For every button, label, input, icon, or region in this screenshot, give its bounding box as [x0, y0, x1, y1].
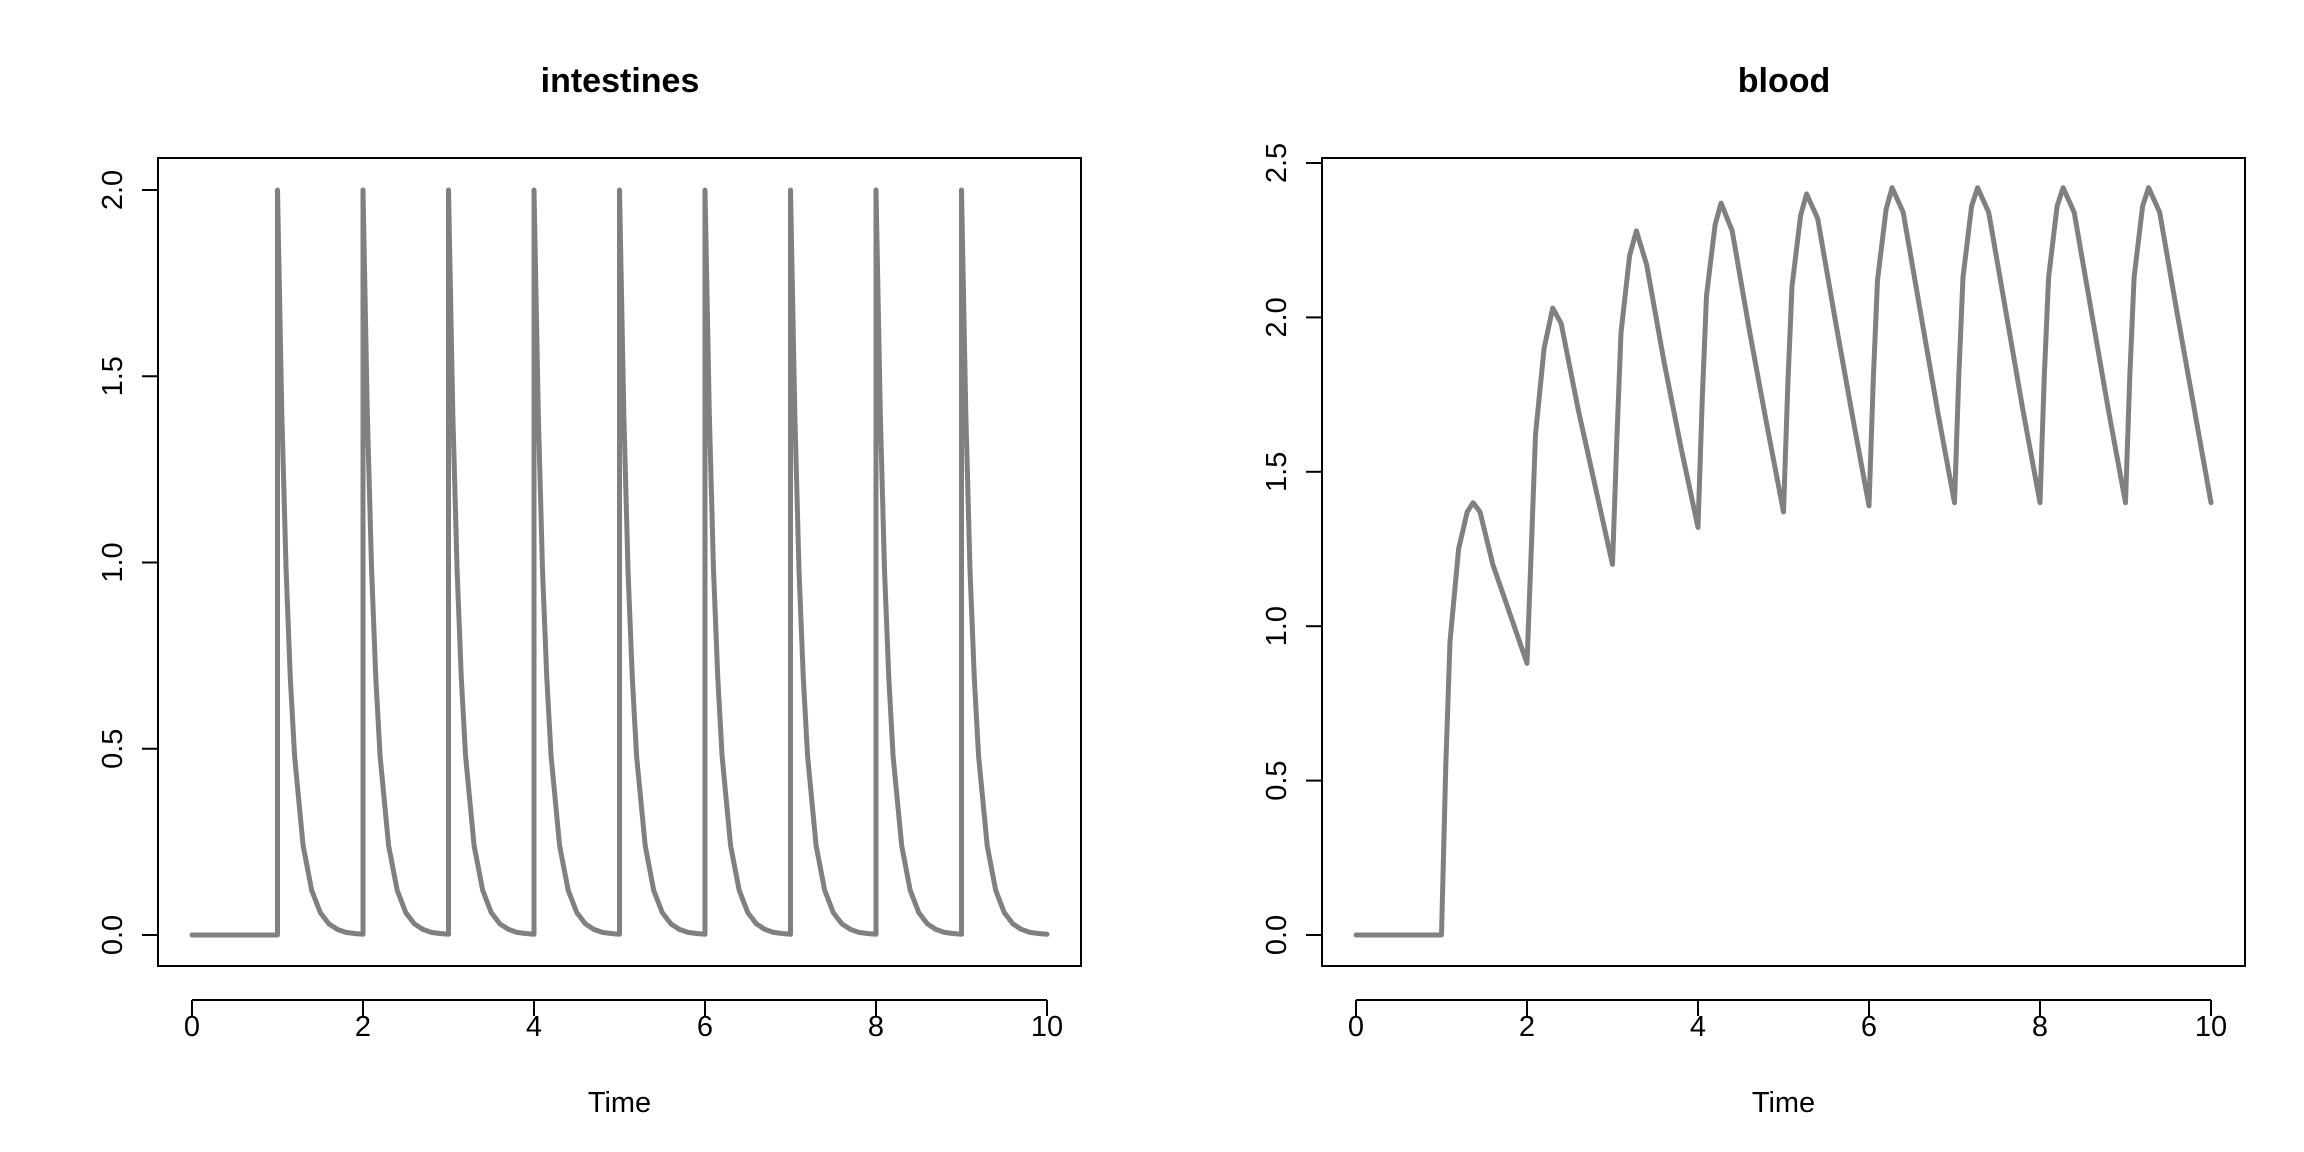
y-tick-label: 2.5 [1261, 143, 1293, 183]
x-tick-label: 4 [1690, 1011, 1706, 1043]
chart-title: blood [1738, 62, 1831, 100]
x-tick-label: 10 [2195, 1011, 2227, 1043]
x-axis-label: Time [588, 1087, 651, 1119]
chart-panel-blood: blood 0 2 4 6 8 10 0.0 0.5 1.0 1.5 2.0 2.5 Time [1261, 62, 2246, 1119]
y-tick-label: 0.5 [1261, 760, 1293, 800]
series-line [1353, 185, 2214, 938]
y-tick-label: 0.0 [97, 915, 129, 955]
x-tick-label: 6 [1861, 1011, 1877, 1043]
x-axis-label: Time [1752, 1087, 1815, 1119]
x-tick-label: 8 [868, 1011, 884, 1043]
chart-title: intestines [541, 62, 700, 100]
x-tick-label: 0 [1348, 1011, 1364, 1043]
y-tick-label: 0.0 [1261, 915, 1293, 955]
y-tick-label: 2.0 [97, 170, 129, 210]
y-tick-label: 0.5 [97, 729, 129, 769]
y-tick-label: 2.0 [1261, 297, 1293, 337]
x-tick-label: 2 [1519, 1011, 1535, 1043]
x-tick-label: 10 [1031, 1011, 1063, 1043]
x-tick-label: 8 [2032, 1011, 2048, 1043]
x-tick-label: 4 [526, 1011, 542, 1043]
y-tick-label: 1.0 [97, 542, 129, 582]
y-tick-label: 1.5 [1261, 452, 1293, 492]
series-line [189, 187, 1050, 938]
y-tick-label: 1.5 [97, 356, 129, 396]
y-tick-label: 1.0 [1261, 606, 1293, 646]
x-tick-label: 2 [355, 1011, 371, 1043]
x-tick-label: 6 [697, 1011, 713, 1043]
chart-panel-intestines: intestines 0 2 4 6 8 10 0.0 0.5 1.0 1.5 2.0 Time [97, 62, 1082, 1119]
x-tick-label: 0 [184, 1011, 200, 1043]
